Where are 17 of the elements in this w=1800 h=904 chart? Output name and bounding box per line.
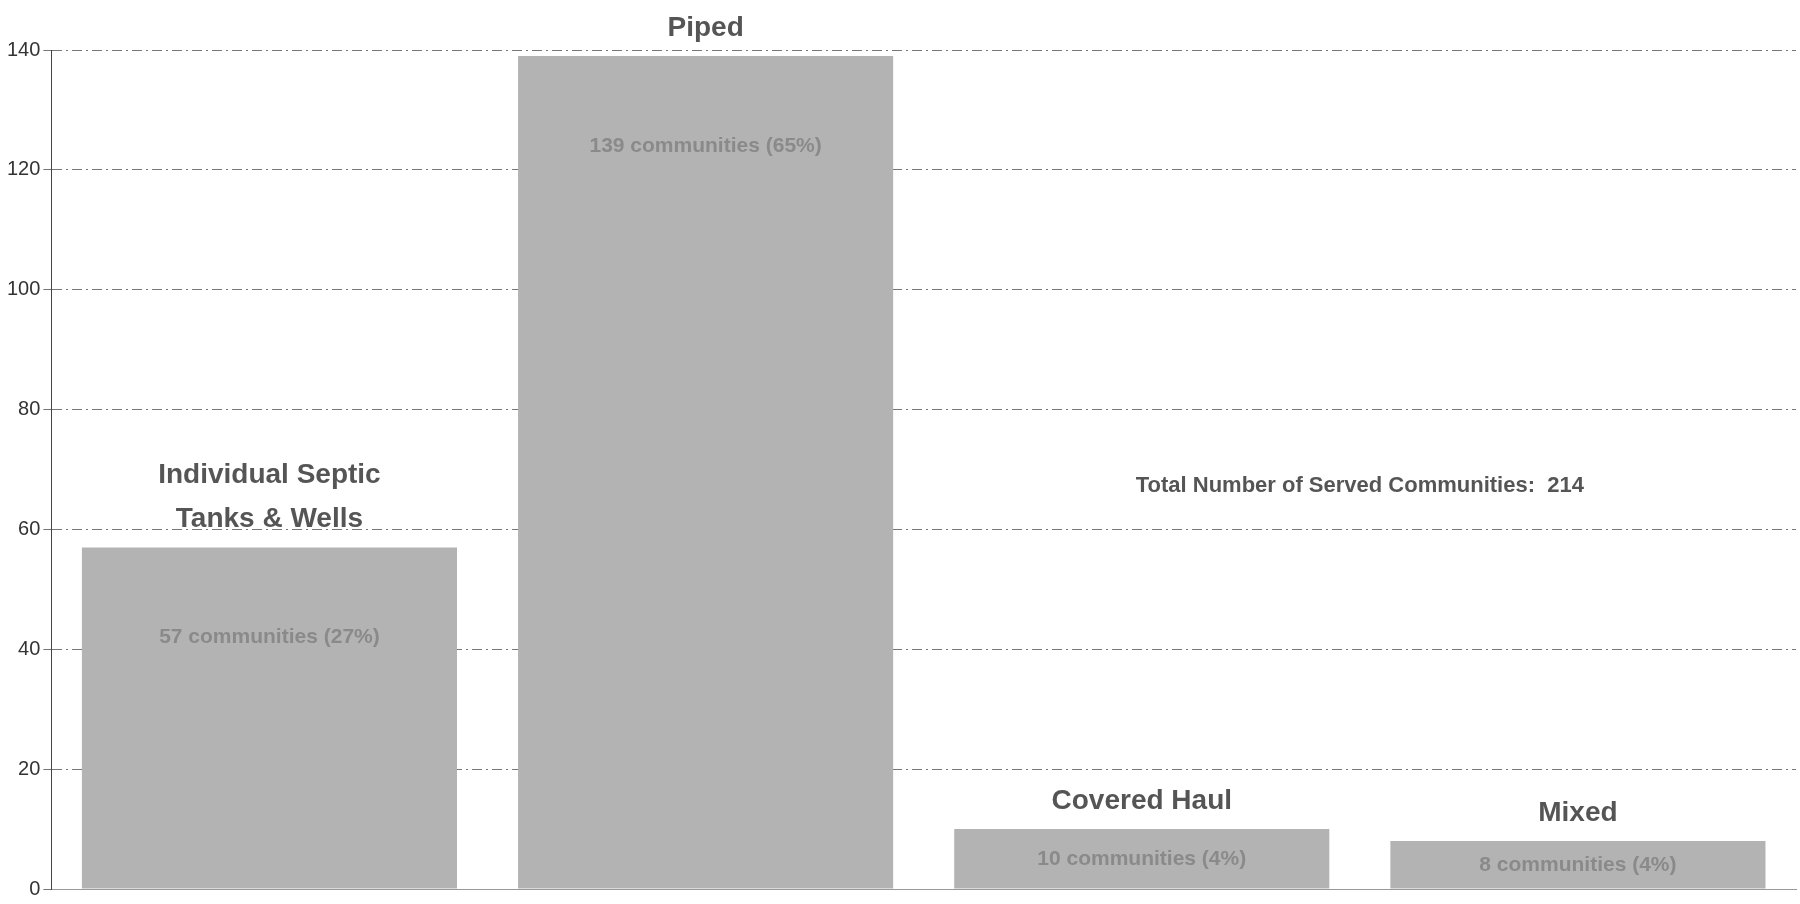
y-tick-label: 0 [29, 876, 41, 899]
y-tick-label: 80 [18, 397, 41, 420]
bar [518, 55, 894, 889]
x-tick-label: Mixed [1538, 795, 1618, 827]
bar [1390, 841, 1766, 889]
x-tick-label: Covered Haul [1051, 783, 1233, 815]
y-tick-label: 60 [18, 516, 41, 539]
y-tick-label: 140 [6, 37, 41, 60]
y-tick-label: 20 [18, 756, 41, 779]
x-tick-label: Piped [667, 10, 744, 42]
y-tick-label: 100 [6, 277, 41, 300]
x-tick-label: Individual Septic Tanks & Wells [158, 458, 381, 534]
bar [81, 547, 457, 889]
bar [954, 829, 1330, 889]
y-tick-label: 120 [6, 157, 41, 180]
annotation: Total Number of Served Communities: 214 [1135, 472, 1585, 498]
y-tick-label: 40 [18, 636, 41, 659]
